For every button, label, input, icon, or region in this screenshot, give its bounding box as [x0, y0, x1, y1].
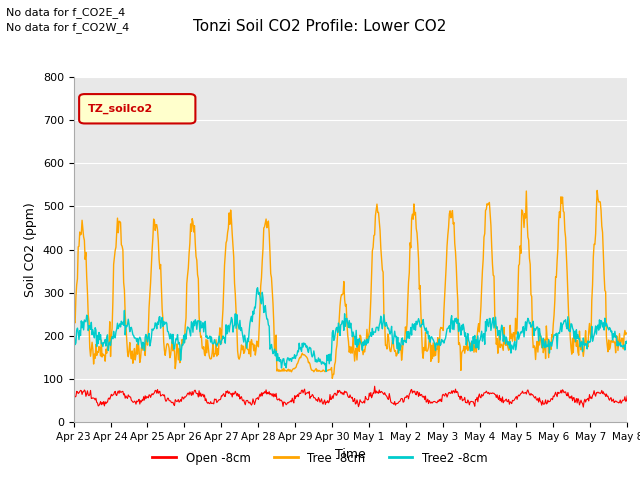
Tree2 -8cm: [419, 317, 427, 323]
Tree2 -8cm: [222, 322, 230, 328]
Open -8cm: [623, 393, 631, 398]
Open -8cm: [419, 394, 426, 400]
Open -8cm: [70, 395, 77, 401]
Text: No data for f_CO2W_4: No data for f_CO2W_4: [6, 22, 130, 33]
Tree -8cm: [419, 349, 426, 355]
Tree -8cm: [623, 330, 631, 336]
Line: Tree -8cm: Tree -8cm: [74, 191, 627, 378]
Tree -8cm: [435, 360, 442, 365]
Tree -8cm: [70, 355, 77, 361]
Tree -8cm: [222, 240, 230, 246]
Tree2 -8cm: [623, 338, 631, 344]
Tree2 -8cm: [137, 336, 145, 342]
Tree -8cm: [593, 188, 601, 193]
Open -8cm: [80, 389, 88, 395]
Text: No data for f_CO2E_4: No data for f_CO2E_4: [6, 7, 125, 18]
Open -8cm: [222, 388, 230, 394]
Open -8cm: [579, 404, 587, 410]
Tree2 -8cm: [435, 336, 443, 342]
Tree2 -8cm: [193, 326, 200, 332]
Tree2 -8cm: [80, 327, 88, 333]
Text: Tonzi Soil CO2 Profile: Lower CO2: Tonzi Soil CO2 Profile: Lower CO2: [193, 19, 447, 34]
Y-axis label: Soil CO2 (ppm): Soil CO2 (ppm): [24, 202, 37, 297]
X-axis label: Time: Time: [335, 448, 366, 461]
Line: Tree2 -8cm: Tree2 -8cm: [74, 288, 627, 372]
FancyBboxPatch shape: [79, 94, 195, 123]
Tree -8cm: [137, 355, 145, 361]
Tree2 -8cm: [70, 338, 77, 344]
Tree -8cm: [80, 234, 88, 240]
Tree2 -8cm: [254, 285, 262, 290]
Text: TZ_soilco2: TZ_soilco2: [88, 104, 153, 114]
Open -8cm: [137, 398, 145, 404]
Line: Open -8cm: Open -8cm: [74, 386, 627, 407]
Tree -8cm: [193, 257, 200, 263]
Tree2 -8cm: [323, 369, 330, 374]
Tree -8cm: [328, 375, 336, 381]
Open -8cm: [371, 384, 378, 389]
Legend: Open -8cm, Tree -8cm, Tree2 -8cm: Open -8cm, Tree -8cm, Tree2 -8cm: [148, 447, 492, 469]
Open -8cm: [435, 399, 442, 405]
Open -8cm: [193, 391, 200, 396]
